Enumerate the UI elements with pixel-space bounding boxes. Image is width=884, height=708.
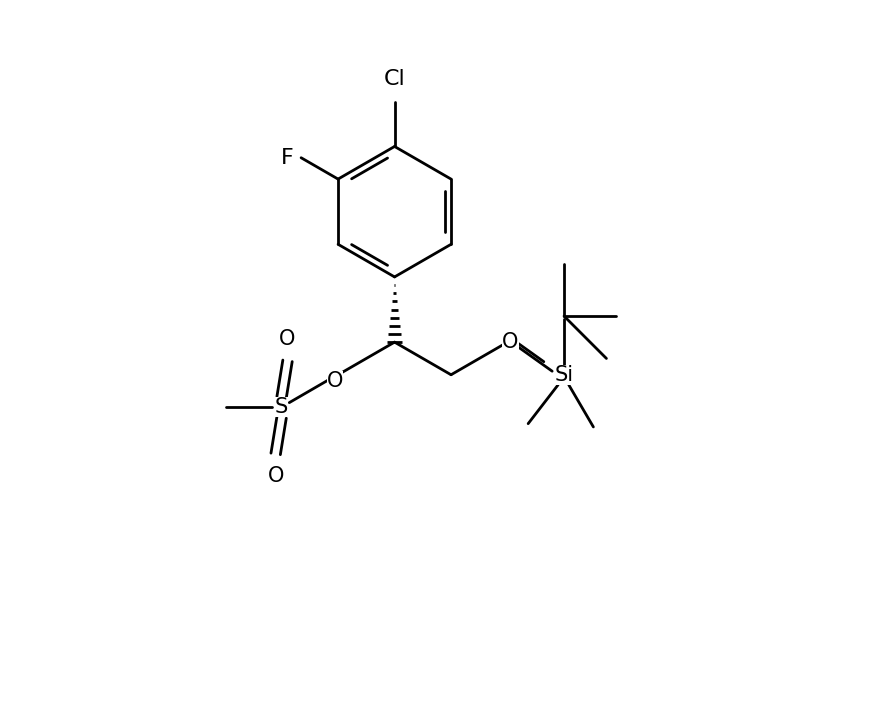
Text: F: F [281,148,294,168]
Text: O: O [268,466,284,486]
Text: O: O [502,332,519,352]
Text: Si: Si [554,365,574,384]
Text: O: O [327,371,343,391]
Text: O: O [279,329,296,349]
Text: Cl: Cl [384,69,406,89]
Text: S: S [275,397,288,417]
